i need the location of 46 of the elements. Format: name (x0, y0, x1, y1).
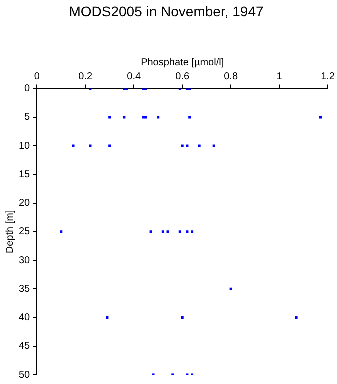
point (60, 230, 63, 234)
point (188, 116, 192, 119)
point (181, 316, 184, 320)
x-tick-label: 0.2 (78, 72, 93, 83)
point (181, 144, 184, 148)
point (198, 144, 201, 148)
point (142, 116, 146, 119)
x-tick-label: 0.8 (224, 72, 238, 83)
y-tick-label: 25 (19, 226, 31, 238)
point (72, 144, 75, 148)
y-tick-label: 50 (19, 370, 31, 381)
point (89, 144, 92, 148)
point (191, 230, 194, 234)
point (186, 230, 189, 234)
point (106, 316, 109, 320)
point (108, 116, 112, 119)
x-tick-label: 1.2 (321, 72, 336, 83)
y-tick-label: 40 (19, 312, 31, 324)
y-tick-label: 5 (24, 112, 31, 124)
point (178, 230, 182, 234)
y-axis-title: Depth [m] (4, 210, 16, 254)
chart-title: MODS2005 in November, 1947 (69, 3, 264, 20)
x-tick-label: 0.6 (176, 72, 190, 83)
point (320, 116, 322, 119)
point (295, 316, 298, 320)
y-tick-label: 10 (19, 140, 31, 152)
x-tick-label: 0 (34, 72, 40, 83)
y-tick-label: 20 (19, 198, 31, 210)
y-tick-label: 0 (24, 84, 31, 95)
point (166, 230, 170, 234)
point (162, 230, 164, 234)
point (123, 116, 126, 119)
x-axis-title: Phosphate [µmol/l] (141, 58, 224, 69)
point (144, 116, 148, 119)
y-tick-label: 45 (19, 341, 31, 352)
x-tick-label: 0.4 (127, 72, 142, 83)
y-tick-label: 30 (19, 255, 31, 266)
point (230, 288, 232, 290)
point (212, 144, 216, 148)
point (108, 144, 112, 148)
point (150, 230, 152, 234)
x-tick-label: 1 (276, 72, 283, 83)
point (157, 116, 160, 119)
point (186, 144, 189, 148)
y-tick-label: 15 (19, 169, 31, 180)
y-tick-label: 35 (19, 284, 31, 295)
